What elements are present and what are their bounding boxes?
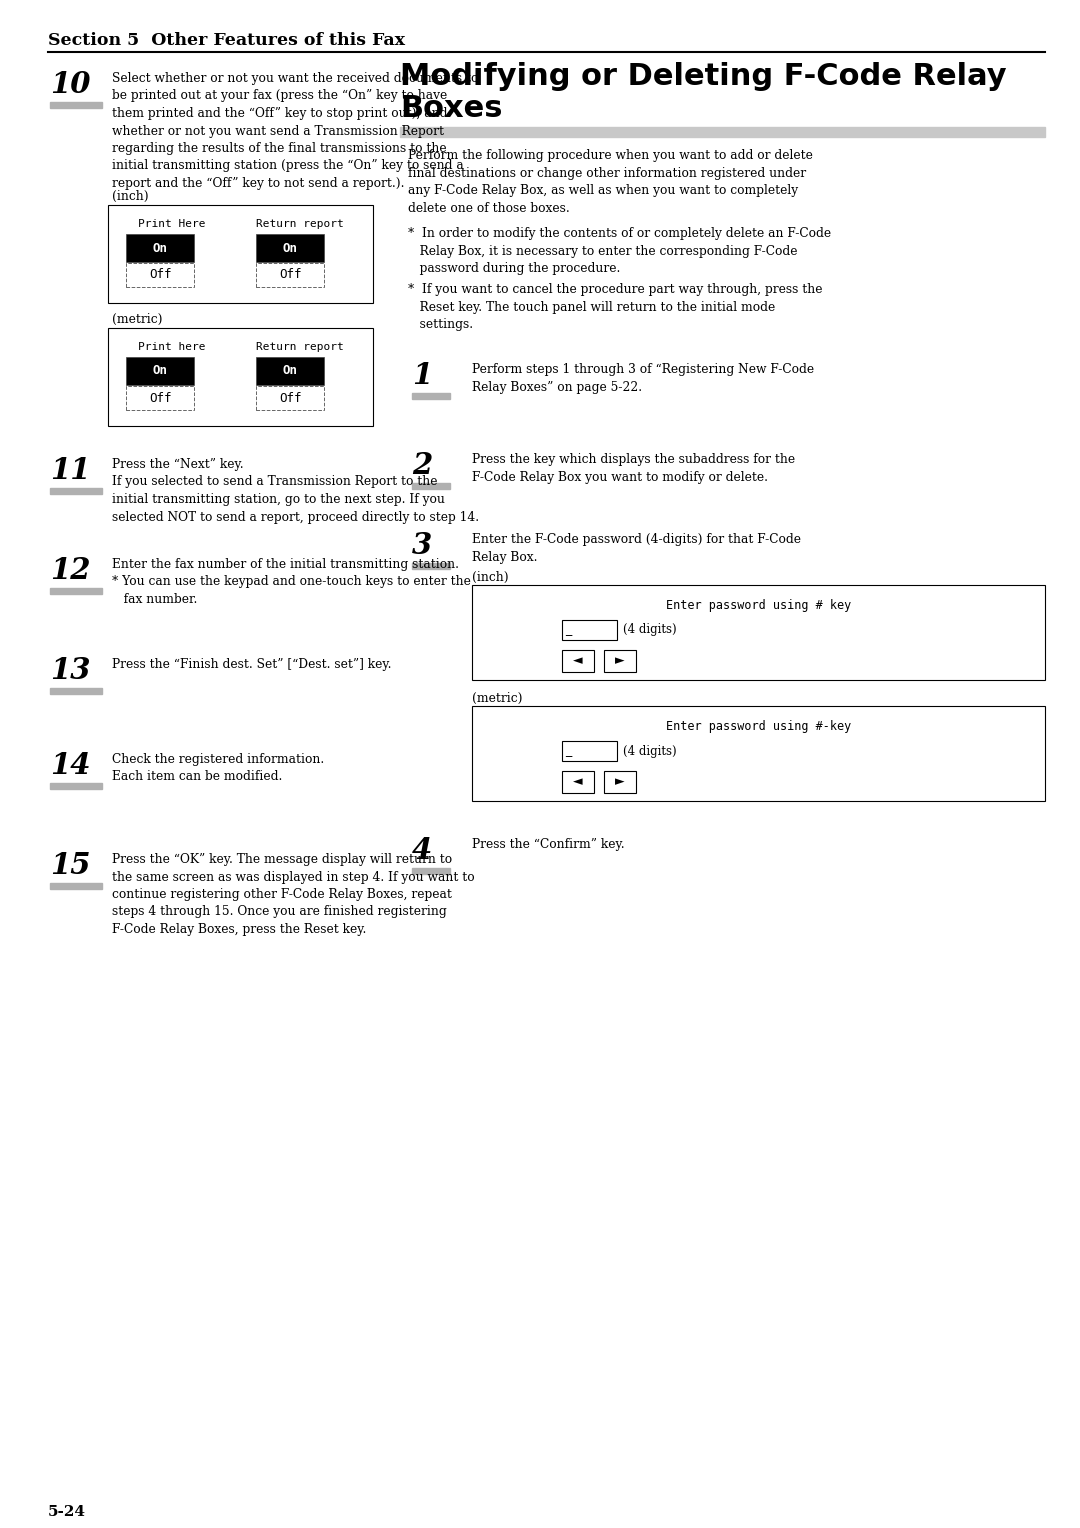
Bar [50, 588, 102, 594]
Text: 1: 1 [411, 361, 432, 390]
Text: Section 5  Other Features of this Fax: Section 5 Other Features of this Fax [48, 32, 405, 49]
Bar [472, 706, 1045, 801]
Text: 11: 11 [50, 455, 91, 484]
Bar [604, 649, 636, 672]
Text: Off: Off [279, 391, 301, 405]
Text: *  If you want to cancel the procedure part way through, press the
   Reset key.: * If you want to cancel the procedure pa… [408, 283, 823, 332]
Text: Press the “Finish dest. Set” [“Dest. set”] key.: Press the “Finish dest. Set” [“Dest. set… [112, 659, 391, 671]
Text: 4: 4 [411, 836, 432, 865]
Text: ◄: ◄ [573, 776, 583, 788]
Text: ►: ► [616, 776, 625, 788]
Bar [562, 649, 594, 672]
Text: *  In order to modify the contents of or completely delete an F-Code
   Relay Bo: * In order to modify the contents of or … [408, 228, 832, 275]
Bar [411, 483, 450, 489]
Bar [562, 741, 617, 761]
Text: (inch): (inch) [112, 189, 149, 203]
Bar [256, 263, 324, 287]
Text: (metric): (metric) [112, 313, 162, 325]
Text: _: _ [565, 623, 571, 637]
Bar [472, 585, 1045, 680]
Bar [256, 387, 324, 410]
Text: On: On [283, 365, 297, 377]
Text: Print Here: Print Here [138, 219, 205, 229]
Bar [126, 234, 194, 261]
Text: Check the registered information.
Each item can be modified.: Check the registered information. Each i… [112, 753, 324, 784]
Text: 5-24: 5-24 [48, 1505, 86, 1519]
Text: (inch): (inch) [472, 571, 509, 584]
Bar [411, 868, 450, 874]
Bar [256, 358, 324, 385]
Text: On: On [152, 365, 167, 377]
Text: 14: 14 [50, 750, 91, 779]
Text: 3: 3 [411, 532, 432, 559]
Text: 12: 12 [50, 556, 91, 585]
Text: _: _ [565, 744, 571, 758]
Text: Perform the following procedure when you want to add or delete
final destination: Perform the following procedure when you… [408, 150, 813, 214]
Text: 13: 13 [50, 656, 91, 685]
Text: ►: ► [616, 654, 625, 668]
Text: Modifying or Deleting F-Code Relay: Modifying or Deleting F-Code Relay [400, 63, 1007, 92]
Bar [50, 782, 102, 788]
Text: 15: 15 [50, 851, 91, 880]
Bar [400, 127, 1045, 138]
Text: Perform steps 1 through 3 of “Registering New F-Code
Relay Boxes” on page 5-22.: Perform steps 1 through 3 of “Registerin… [472, 364, 814, 394]
Bar [604, 772, 636, 793]
Bar [126, 387, 194, 410]
Text: Enter the F-Code password (4-digits) for that F-Code
Relay Box.: Enter the F-Code password (4-digits) for… [472, 533, 801, 564]
Text: Press the “Confirm” key.: Press the “Confirm” key. [472, 837, 624, 851]
Text: Return report: Return report [256, 342, 343, 351]
Bar [50, 102, 102, 108]
Text: ◄: ◄ [573, 654, 583, 668]
Text: Off: Off [279, 269, 301, 281]
Text: Enter the fax number of the initial transmitting station.
* You can use the keyp: Enter the fax number of the initial tran… [112, 558, 471, 607]
Bar [126, 263, 194, 287]
Bar [411, 562, 450, 568]
Text: 2: 2 [411, 451, 432, 480]
Text: Press the “OK” key. The message display will return to
the same screen as was di: Press the “OK” key. The message display … [112, 853, 474, 937]
Text: Press the key which displays the subaddress for the
F-Code Relay Box you want to: Press the key which displays the subaddr… [472, 452, 795, 483]
Text: (4 digits): (4 digits) [623, 744, 677, 758]
Text: Return report: Return report [256, 219, 343, 229]
Bar [108, 329, 373, 426]
Text: Select whether or not you want the received documents to
be printed out at your : Select whether or not you want the recei… [112, 72, 478, 189]
Text: (4 digits): (4 digits) [623, 623, 677, 637]
Text: 10: 10 [50, 70, 91, 99]
Text: Off: Off [149, 269, 172, 281]
Bar [256, 234, 324, 261]
Bar [126, 358, 194, 385]
Text: Press the “Next” key.
If you selected to send a Transmission Report to the
initi: Press the “Next” key. If you selected to… [112, 458, 480, 524]
Bar [108, 205, 373, 303]
Bar [562, 620, 617, 640]
Text: On: On [152, 241, 167, 255]
Bar [50, 487, 102, 494]
Bar [50, 688, 102, 694]
Text: Enter password using #-key: Enter password using #-key [666, 720, 851, 733]
Text: Off: Off [149, 391, 172, 405]
Bar [562, 772, 594, 793]
Text: On: On [283, 241, 297, 255]
Text: Print here: Print here [138, 342, 205, 351]
Bar [50, 883, 102, 889]
Text: (metric): (metric) [472, 692, 523, 704]
Bar [411, 393, 450, 399]
Text: Enter password using # key: Enter password using # key [666, 599, 851, 613]
Text: Boxes: Boxes [400, 95, 502, 122]
